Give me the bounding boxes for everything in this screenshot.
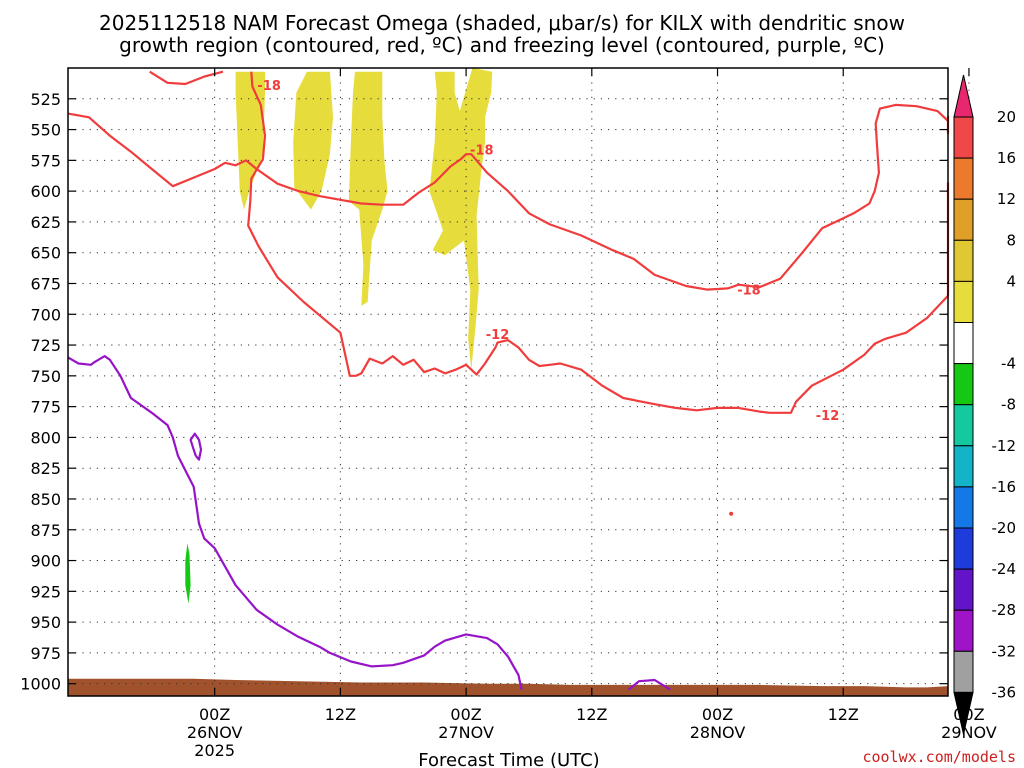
x-tick-label: 00Z xyxy=(450,705,481,724)
x-tick-label: 28NOV xyxy=(690,723,746,742)
omega-neg-4-8-b xyxy=(185,543,191,604)
x-tick-label: 29NOV xyxy=(941,723,997,742)
colorbar-swatch xyxy=(953,609,974,652)
freezing-level-loop xyxy=(189,432,203,461)
y-tick-label: 925 xyxy=(30,582,61,601)
omega-pos-4-8-c xyxy=(348,71,388,306)
colorbar-label: -24 xyxy=(992,560,1017,578)
colorbar-top-arrow xyxy=(953,74,974,118)
x-tick-label: 12Z xyxy=(325,705,356,724)
colorbar-swatch xyxy=(953,404,974,447)
x-tick-label: 26NOV xyxy=(187,723,243,742)
dotted-grid xyxy=(68,68,970,696)
contour-label: -18 xyxy=(470,143,494,158)
colorbar-label: -32 xyxy=(992,642,1017,660)
dgz-top-minus18-left xyxy=(149,70,224,86)
freezing-level-surface-bump xyxy=(627,678,671,691)
freezing-level-main xyxy=(67,355,523,691)
contour-label: -18 xyxy=(737,284,761,299)
terrain-layer xyxy=(68,678,948,696)
x-axis-label: Forecast Time (UTC) xyxy=(418,750,599,768)
contour-label: -18 xyxy=(257,79,281,94)
colorbar-label: 20 xyxy=(997,108,1016,126)
x-tick-label: 00Z xyxy=(199,705,230,724)
colorbar-label: -28 xyxy=(992,601,1017,619)
y-tick-label: 750 xyxy=(30,367,61,386)
colorbar-swatch xyxy=(953,322,974,365)
y-tick-label: 775 xyxy=(30,398,61,417)
y-tick-label: 1000 xyxy=(20,675,61,694)
colorbar-label: 4 xyxy=(1006,272,1016,290)
colorbar-label: -20 xyxy=(992,519,1017,537)
chart-title-line-1: 2025112518 NAM Forecast Omega (shaded, μ… xyxy=(99,11,905,35)
omega-pos-4-8-a xyxy=(235,71,265,210)
y-tick-label: 550 xyxy=(30,121,61,140)
colorbar-label: 8 xyxy=(1006,231,1016,249)
contour-labels: -18 -18 -18 -12 -12 xyxy=(257,79,839,424)
omega-shading xyxy=(185,68,493,604)
y-tick-label: 600 xyxy=(30,182,61,201)
colorbar-label: -36 xyxy=(992,683,1017,701)
y-tick-label: 575 xyxy=(30,151,61,170)
colorbar-swatch xyxy=(953,280,974,323)
y-tick-label: 625 xyxy=(30,213,61,232)
colorbar-swatch xyxy=(953,239,974,282)
colorbar-swatch xyxy=(953,116,974,159)
y-tick-label: 850 xyxy=(30,490,61,509)
dgz-top-minus18-main xyxy=(67,103,950,291)
contour-label: -12 xyxy=(486,328,510,343)
x-tick-label: 12Z xyxy=(828,705,859,724)
y-tick-label: 900 xyxy=(30,552,61,571)
x-tick-label: 00Z xyxy=(702,705,733,724)
colorbar-label: 16 xyxy=(997,149,1016,167)
colorbar-swatch xyxy=(953,650,974,693)
colorbar-label: -12 xyxy=(992,437,1017,455)
y-tick-label: 950 xyxy=(30,613,61,632)
credit-text: coolwx.com/models xyxy=(862,748,1016,766)
colorbar-swatch xyxy=(953,445,974,488)
y-tick-label: 725 xyxy=(30,336,61,355)
chart-title-line-2: growth region (contoured, red, ºC) and f… xyxy=(119,33,885,57)
omega-pos-4-8-d xyxy=(429,68,493,370)
colorbar-label: 12 xyxy=(997,190,1016,208)
y-tick-label: 700 xyxy=(30,305,61,324)
y-tick-label: 975 xyxy=(30,644,61,663)
y-tick-label: 825 xyxy=(30,459,61,478)
colorbar-swatch xyxy=(953,486,974,529)
surface-terrain xyxy=(68,678,948,696)
colorbar-swatch xyxy=(953,568,974,611)
contour-lines xyxy=(67,70,950,691)
y-axis: 525 550 575 600 625 650 675 700 725 750 775 800 825 8… xyxy=(20,90,948,694)
x-tick-label: 2025 xyxy=(194,741,235,760)
colorbar-bottom-arrow xyxy=(953,691,974,735)
x-tick-label: 12Z xyxy=(576,705,607,724)
contour-label: -12 xyxy=(816,409,840,424)
x-tick-label: 27NOV xyxy=(438,723,494,742)
colorbar-swatch xyxy=(953,527,974,570)
omega-pos-4-8-b xyxy=(293,71,333,210)
contour-dot xyxy=(729,511,734,516)
colorbar-label: -8 xyxy=(1001,396,1016,414)
colorbar-label: -4 xyxy=(1001,355,1016,373)
colorbar: 20 16 12 8 4 -4 -8 -12 -16 -20 -24 -28 -32 -36 xyxy=(953,74,1017,735)
y-tick-label: 650 xyxy=(30,244,61,263)
colorbar-label: -16 xyxy=(992,478,1017,496)
plot-frame xyxy=(67,67,949,697)
colorbar-swatch xyxy=(953,157,974,200)
y-tick-label: 525 xyxy=(30,90,61,109)
y-tick-label: 800 xyxy=(30,428,61,447)
y-tick-label: 875 xyxy=(30,521,61,540)
y-tick-label: 675 xyxy=(30,274,61,293)
colorbar-swatch xyxy=(953,363,974,406)
colorbar-swatch xyxy=(953,198,974,241)
